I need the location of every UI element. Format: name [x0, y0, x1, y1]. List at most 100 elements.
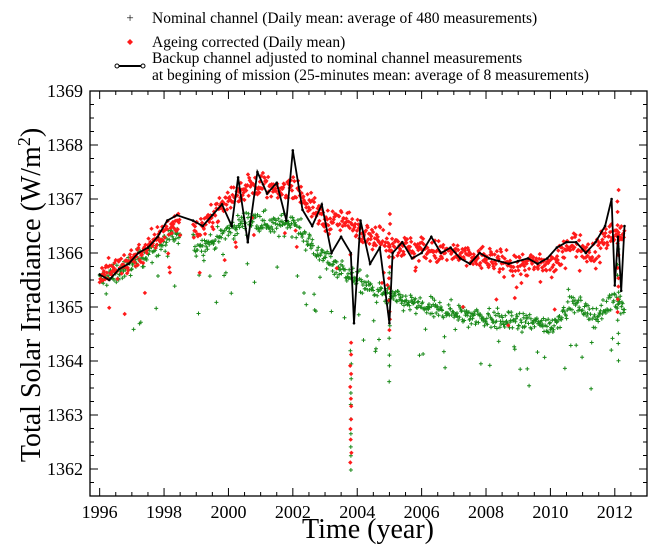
nominal-point — [599, 316, 604, 321]
ageing-point — [354, 228, 360, 233]
ageing-point — [111, 266, 117, 271]
ageing-point — [126, 268, 131, 273]
ageing-point — [537, 256, 542, 262]
nominal-point — [304, 239, 309, 244]
ageing-point — [351, 227, 356, 232]
backup-point — [137, 251, 140, 255]
ageing-point — [480, 244, 485, 249]
ageing-point — [413, 268, 418, 274]
nominal-point — [440, 308, 445, 313]
nominal-point — [466, 325, 471, 330]
ageing-point — [478, 260, 483, 266]
ageing-point — [395, 239, 401, 244]
ageing-point — [307, 207, 313, 212]
ageing-point — [158, 239, 163, 245]
ageing-point — [618, 225, 623, 231]
ageing-point — [373, 225, 378, 230]
nominal-point — [170, 234, 175, 239]
y-tick-label: 1368 — [47, 135, 83, 155]
nominal-point — [415, 300, 420, 305]
nominal-point — [451, 310, 456, 315]
y-axis-label-sup: 2 — [14, 137, 34, 146]
nominal-point — [483, 319, 488, 324]
nominal-point — [495, 306, 500, 311]
nominal-point — [338, 267, 343, 272]
nominal-point — [522, 324, 527, 329]
nominal-point — [379, 286, 384, 291]
ageing-point — [308, 190, 314, 195]
nominal-point — [172, 239, 177, 243]
nominal-point — [578, 298, 583, 303]
ageing-point — [230, 192, 235, 198]
nominal-point — [513, 319, 518, 324]
ageing-point — [167, 270, 173, 275]
ageing-point — [606, 234, 612, 239]
ageing-point — [149, 243, 155, 249]
ageing-point — [245, 172, 251, 177]
ageing-point — [211, 227, 216, 232]
ageing-point — [608, 238, 613, 244]
nominal-point — [431, 314, 436, 319]
nominal-point — [314, 254, 319, 259]
ageing-point — [341, 216, 347, 221]
nominal-point — [570, 307, 574, 312]
nominal-point — [310, 243, 315, 248]
nominal-point — [259, 223, 264, 228]
nominal-point — [318, 253, 323, 258]
ageing-point — [210, 220, 215, 225]
legend-label-backup-line2: at begining of mission (25-minutes mean:… — [152, 67, 589, 84]
nominal-dip-point — [615, 318, 620, 323]
backup-point — [275, 181, 279, 185]
nominal-point — [244, 210, 249, 215]
ageing-point — [353, 221, 358, 227]
ageing-point — [593, 249, 598, 255]
y-tick-label: 1362 — [47, 459, 83, 479]
ageing-point — [419, 240, 425, 245]
nominal-point — [487, 306, 492, 311]
ageing-point — [537, 251, 542, 257]
ageing-point — [583, 255, 588, 260]
ageing-point — [559, 245, 565, 250]
nominal-point — [521, 315, 526, 320]
ageing-point — [230, 199, 236, 205]
nominal-dip-point — [348, 468, 353, 472]
nominal-dip-point — [348, 391, 353, 395]
y-tick-label: 1369 — [47, 81, 83, 101]
backup-point — [320, 203, 324, 206]
nominal-point — [377, 337, 381, 342]
nominal-point — [551, 327, 556, 332]
nominal-point — [399, 301, 404, 306]
nominal-point — [342, 315, 347, 320]
ageing-point — [305, 192, 310, 197]
nominal-point — [622, 307, 627, 312]
ageing-point — [311, 199, 317, 205]
ageing-point — [513, 254, 519, 260]
nominal-point — [562, 309, 567, 314]
legend-label-ageing: Ageing corrected (Daily mean) — [152, 34, 345, 51]
ageing-dip-point — [387, 221, 393, 227]
ageing-point — [563, 266, 568, 271]
ageing-point — [552, 307, 557, 312]
ageing-point — [223, 195, 229, 200]
tick-group: 1996 1998 2000 2002 2004 2006 2008 2010 2012 1362… — [47, 81, 648, 522]
ageing-point — [524, 261, 529, 266]
nominal-dip-point — [349, 376, 354, 381]
nominal-point — [366, 279, 371, 284]
ageing-dip-point — [615, 309, 620, 315]
nominal-point — [371, 318, 376, 323]
nominal-point — [262, 218, 267, 223]
ageing-point — [191, 235, 196, 240]
nominal-dip-point — [348, 444, 353, 449]
nominal-point — [407, 303, 412, 308]
nominal-point — [343, 267, 348, 272]
nominal-point — [365, 274, 370, 278]
ageing-point — [462, 248, 467, 254]
nominal-point — [607, 293, 612, 298]
ageing-point — [344, 216, 349, 221]
ageing-point — [379, 280, 385, 286]
nominal-point — [293, 220, 297, 225]
nominal-point — [406, 300, 411, 305]
ageing-point — [384, 236, 389, 241]
nominal-dip-point — [348, 431, 353, 436]
nominal-point — [559, 315, 564, 320]
